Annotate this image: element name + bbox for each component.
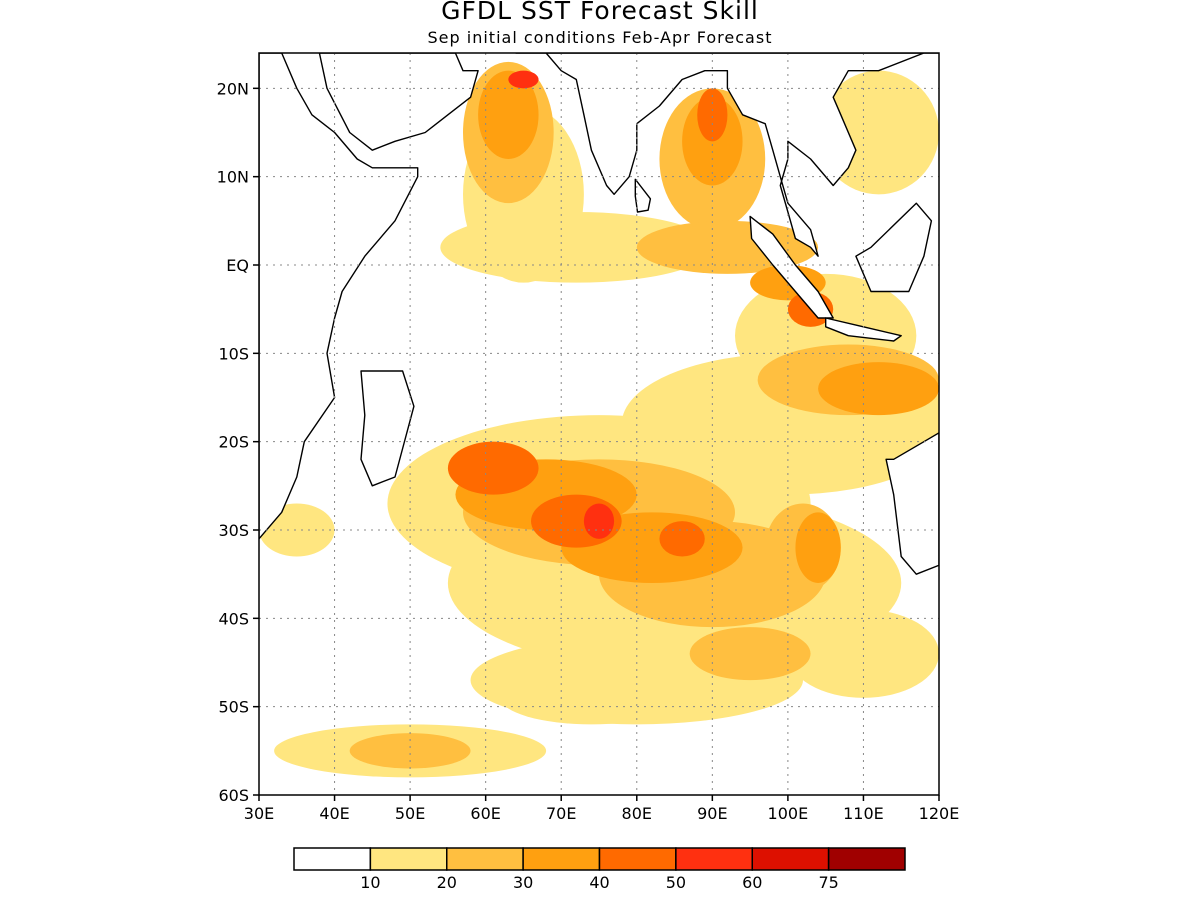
skill-region-level-2 [689, 627, 811, 681]
lat-tick-label: 10N [217, 168, 249, 187]
colorbar-swatch [522, 847, 601, 871]
lon-tick-label: 50E [395, 804, 425, 823]
lon-tick-label: 70E [546, 804, 576, 823]
coastlines [259, 53, 939, 575]
skill-region-level-5 [508, 70, 539, 89]
colorbar-label: 30 [513, 873, 533, 892]
gridlines [259, 53, 939, 795]
colorbar: 10 20 30 40 50 60 75 [293, 847, 906, 892]
skill-region-level-4 [697, 88, 728, 142]
lat-tick-label: 40S [218, 609, 249, 628]
colorbar-label: 75 [818, 873, 838, 892]
lat-tick-label: 60S [218, 786, 249, 805]
colorbar-swatch [827, 847, 906, 871]
colorbar-swatch [446, 847, 524, 871]
colorbar-label: 40 [589, 873, 609, 892]
plot-frame [258, 52, 940, 796]
lat-tick-label: 20S [218, 433, 249, 452]
landmass-3 [634, 178, 652, 213]
colorbar-label: 20 [437, 873, 457, 892]
lon-tick-label: 90E [697, 804, 727, 823]
colorbar-swatch [751, 847, 830, 871]
chart-title: GFDL SST Forecast Skill [441, 0, 759, 25]
colorbar-swatch [675, 847, 753, 871]
colorbar-swatch [598, 847, 677, 871]
lon-tick-label: 110E [843, 804, 884, 823]
colorbar-swatch [293, 847, 372, 871]
lon-tick-label: 120E [919, 804, 960, 823]
skill-region-level-5 [583, 503, 615, 539]
lon-tick-label: 40E [319, 804, 349, 823]
skill-shading [259, 61, 939, 778]
colorbar-label: 60 [742, 873, 762, 892]
skill-region-level-4 [447, 441, 539, 495]
lon-tick-label: 60E [470, 804, 500, 823]
landmass-1 [318, 53, 479, 151]
landmass-6 [855, 202, 933, 293]
lat-tick-label: 50S [218, 698, 249, 717]
chart-subtitle: Sep initial conditions Feb-Apr Forecast [427, 28, 773, 47]
skill-region-level-2 [349, 733, 471, 769]
skill-region-level-1 [787, 609, 939, 698]
lat-tick-label: 10S [218, 344, 249, 363]
landmass-8 [885, 432, 939, 575]
colorbar-label: 50 [666, 873, 686, 892]
skill-region-level-1 [500, 671, 683, 725]
skill-region-level-3 [818, 362, 939, 416]
colorbar-swatch [369, 847, 448, 871]
longitude-axis: 30E 40E 50E 60E 70E 80E 90E 100E 110E 120E [244, 795, 960, 823]
skill-region-level-3 [478, 70, 539, 159]
landmass-7 [360, 370, 415, 487]
lon-tick-label: 30E [244, 804, 274, 823]
landmass-2 [515, 53, 939, 257]
lon-tick-label: 100E [768, 804, 809, 823]
skill-region-level-4 [659, 521, 705, 557]
lat-tick-label: 20N [217, 79, 249, 98]
colorbar-label: 10 [360, 873, 380, 892]
lat-tick-label: EQ [226, 256, 249, 275]
landmass-0 [259, 53, 419, 540]
latitude-axis: 20N 10N EQ 10S 20S 30S 40S 50S 60S [217, 79, 259, 805]
lat-tick-label: 30S [218, 521, 249, 540]
lon-tick-label: 80E [622, 804, 652, 823]
skill-region-level-3 [795, 512, 841, 584]
